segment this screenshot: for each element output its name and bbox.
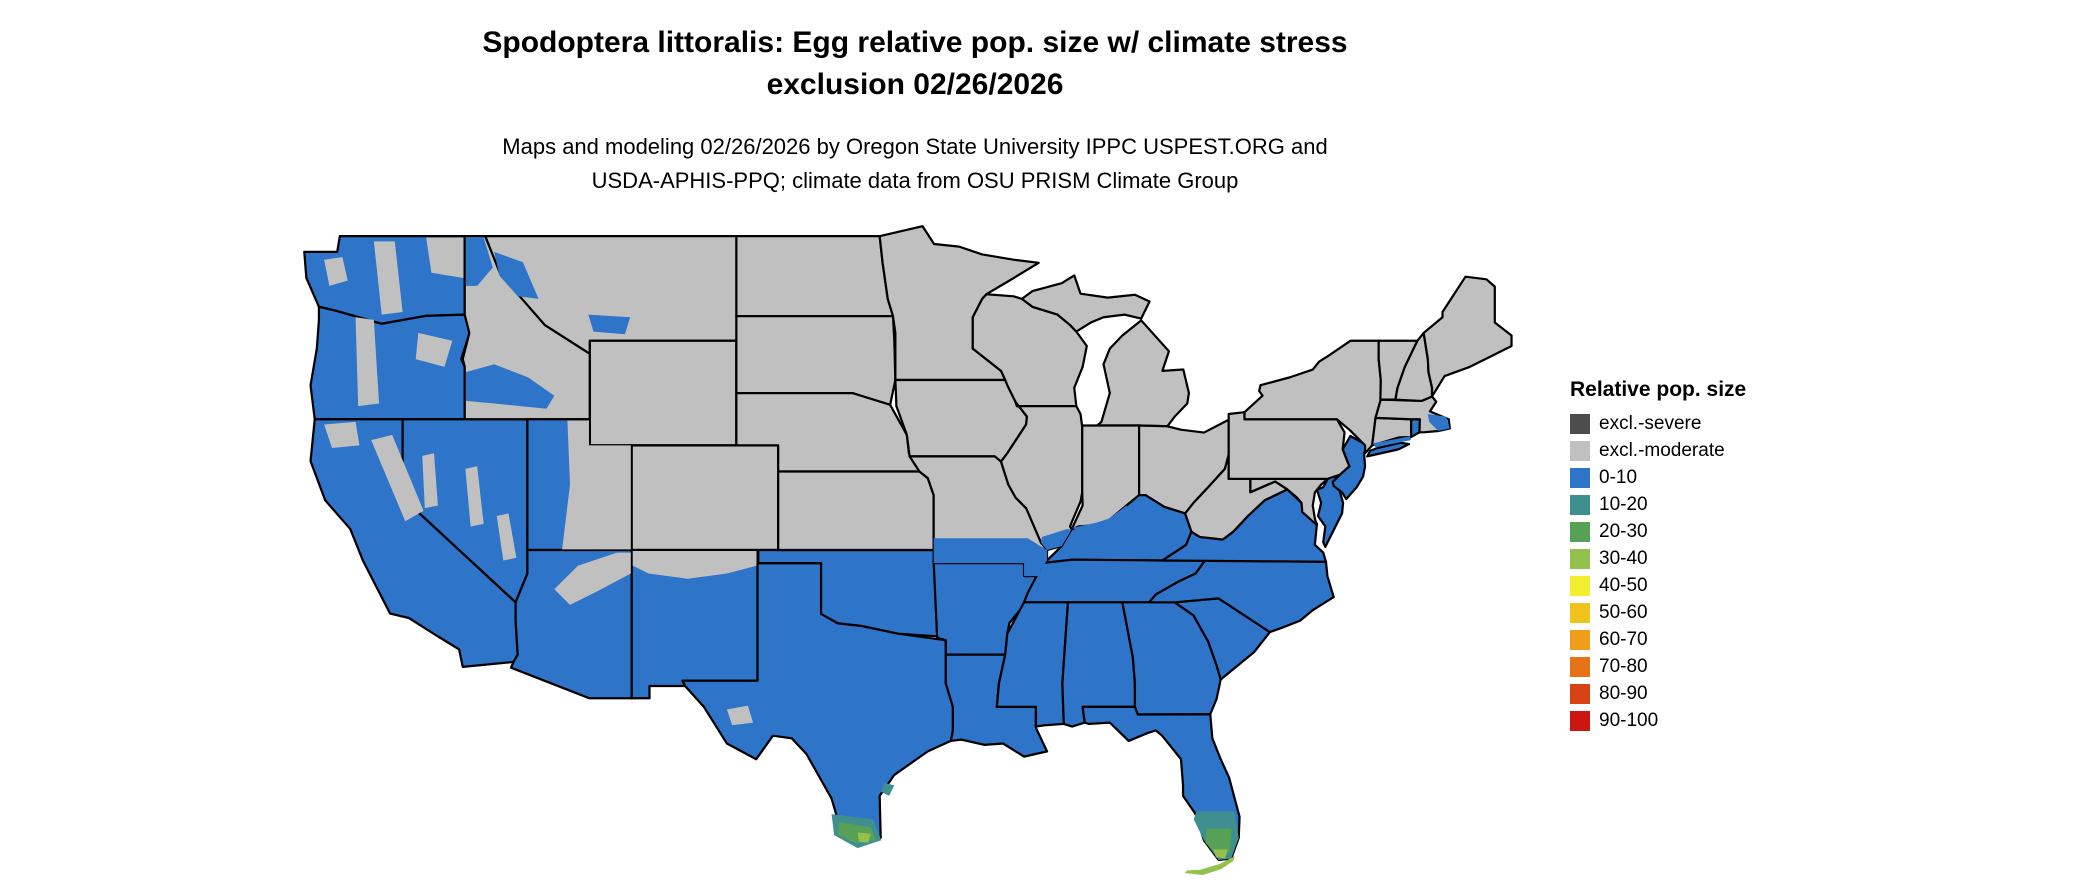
overlay-wa-okanogan: [426, 237, 464, 278]
legend-label: 40-50: [1599, 575, 1648, 596]
state-or: [309, 305, 471, 421]
overlay-id-panhandle: [466, 237, 493, 286]
overlay-ca-sierra: [371, 434, 424, 522]
legend-label: 50-60: [1599, 602, 1648, 623]
state-long-island: [1366, 441, 1411, 458]
state-me: [1422, 275, 1513, 398]
page-title-line2: exclusion 02/26/2026: [766, 68, 1064, 101]
overlay-fl-tip-3040: [1213, 849, 1228, 859]
state-md: [1249, 477, 1329, 527]
legend-label: 60-70: [1599, 629, 1648, 650]
overlay-ct-coast: [1372, 436, 1411, 448]
state-nc: [1148, 559, 1335, 634]
us-climate-stress-map: [298, 222, 1522, 878]
overlay-or-blue-mountains: [415, 332, 453, 367]
legend-label: 10-20: [1599, 494, 1648, 515]
legend-label: excl.-severe: [1599, 413, 1702, 434]
overlay-nv-range-central: [465, 466, 484, 527]
state-nj: [1331, 434, 1369, 501]
legend-swatch: [1570, 603, 1590, 623]
page-title-line1: Spodoptera littoralis: Egg relative pop.…: [482, 26, 1348, 59]
legend-swatch: [1570, 684, 1590, 704]
legend-label: excl.-moderate: [1599, 440, 1725, 461]
legend-item: 30-40: [1570, 549, 1746, 569]
overlay-nv-range-west: [422, 453, 438, 509]
overlay-id-snake-plain: [466, 364, 555, 409]
legend-item: 50-60: [1570, 603, 1746, 623]
state-wy: [588, 339, 738, 447]
state-pa: [1227, 411, 1351, 480]
legend-item: 90-100: [1570, 711, 1746, 731]
legend-label: 30-40: [1599, 548, 1648, 569]
legend-swatch: [1570, 549, 1590, 569]
overlay-tx-rgv-3040: [857, 832, 871, 843]
legend-label: 80-90: [1599, 683, 1648, 704]
legend-items: excl.-severe excl.-moderate 0-10 10-20 20-30…: [1570, 414, 1746, 731]
overlay-ca-klamath: [324, 421, 360, 448]
state-co: [630, 444, 780, 552]
state-ks: [777, 470, 935, 552]
legend-swatch: [1570, 414, 1590, 434]
state-ia: [894, 378, 1029, 463]
legend-swatch: [1570, 630, 1590, 650]
state-nd: [735, 235, 895, 318]
us-map-svg: [303, 225, 1513, 875]
legend-swatch: [1570, 657, 1590, 677]
overlay-mo-south: [933, 538, 1048, 577]
state-mi-lower: [1096, 319, 1191, 428]
legend-swatch: [1570, 711, 1590, 731]
overlay-nm-north: [632, 551, 757, 579]
legend: Relative pop. size excl.-severe excl.-mod…: [1570, 378, 1746, 738]
page-title: Spodoptera littoralis: Egg relative pop.…: [10, 22, 1820, 106]
legend-swatch: [1570, 495, 1590, 515]
state-ar: [932, 561, 1038, 656]
legend-item: 40-50: [1570, 576, 1746, 596]
legend-label: 0-10: [1599, 467, 1638, 488]
legend-item: 20-30: [1570, 522, 1746, 542]
page-subtitle-line1: Maps and modeling 02/26/2026 by Oregon S…: [502, 134, 1328, 159]
overlay-or-cascades: [355, 317, 380, 407]
legend-item: 80-90: [1570, 684, 1746, 704]
overlay-wa-cascades: [373, 241, 403, 315]
legend-item: excl.-severe: [1570, 414, 1746, 434]
legend-label: 20-30: [1599, 521, 1648, 542]
legend-item: 70-80: [1570, 657, 1746, 677]
legend-title: Relative pop. size: [1570, 378, 1747, 401]
overlay-tx-davis-mountains: [726, 705, 754, 726]
state-mi-upper: [1020, 274, 1151, 333]
legend-swatch: [1570, 468, 1590, 488]
legend-swatch: [1570, 441, 1590, 461]
page-subtitle: Maps and modeling 02/26/2026 by Oregon S…: [10, 130, 1820, 198]
legend-item: excl.-moderate: [1570, 441, 1746, 461]
overlay-ut-east: [562, 420, 631, 550]
overlay-fl-south-green: [1205, 828, 1232, 856]
state-sd: [735, 315, 897, 406]
state-ri: [1408, 418, 1421, 439]
overlay-nv-range-east: [496, 513, 517, 561]
overlay-in-ohio-valley: [1072, 505, 1130, 531]
raster-detail-layer: [324, 237, 1450, 875]
legend-swatch: [1570, 576, 1590, 596]
legend-item: 0-10: [1570, 468, 1746, 488]
legend-label: 90-100: [1599, 710, 1659, 731]
page-subtitle-line2: USDA-APHIS-PPQ; climate data from OSU PR…: [591, 168, 1239, 193]
overlay-az-mogollon: [554, 552, 631, 605]
overlay-il-south: [1040, 529, 1072, 550]
overlay-mt-south: [588, 314, 631, 335]
overlay-fl-keys: [1184, 856, 1235, 875]
overlay-tx-corpus-teal: [881, 782, 895, 796]
legend-item: 10-20: [1570, 495, 1746, 515]
legend-item: 60-70: [1570, 630, 1746, 650]
overlay-cape-cod: [1427, 414, 1450, 431]
legend-swatch: [1570, 522, 1590, 542]
state-layer: [303, 225, 1513, 862]
legend-label: 70-80: [1599, 656, 1648, 677]
overlay-wa-olympics: [324, 257, 348, 286]
overlay-mt-west: [494, 251, 539, 299]
